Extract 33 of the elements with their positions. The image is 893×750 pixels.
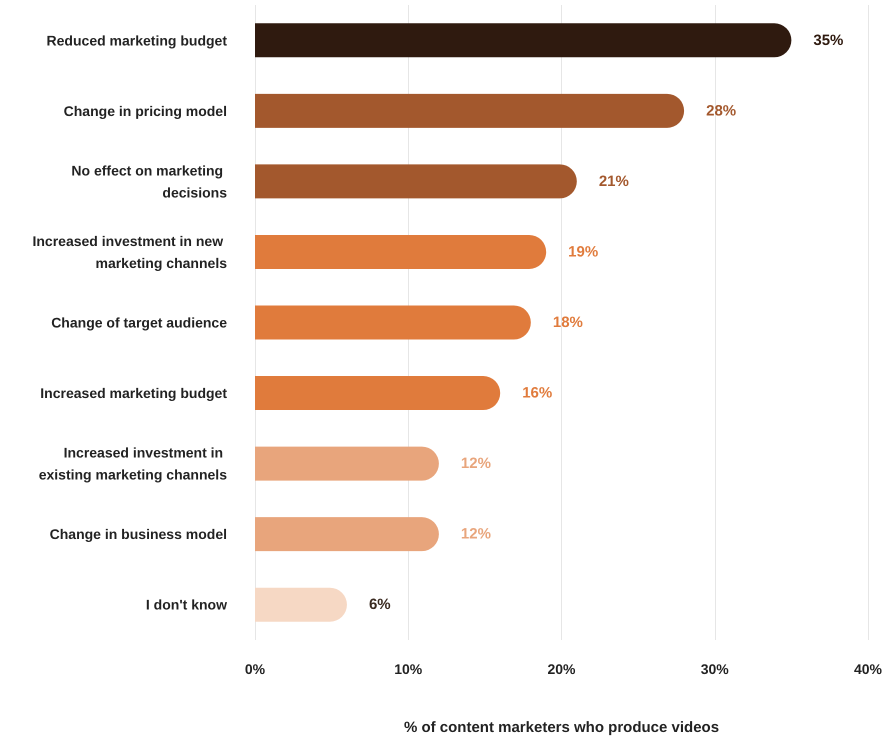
bar — [255, 376, 500, 410]
x-tick-label: 40% — [854, 661, 883, 677]
y-tick-label: Reduced marketing budget — [46, 32, 228, 48]
y-tick-label: Increased marketing budget — [40, 385, 228, 402]
bar — [255, 234, 546, 269]
x-tick-label: 10% — [394, 661, 423, 677]
y-tick-label: No effect on marketing decisions — [71, 162, 228, 200]
x-axis-title: % of content marketers who produce videos — [404, 719, 720, 736]
y-tick-label: I don't know — [146, 596, 228, 613]
data-label: 21% — [598, 172, 629, 190]
y-tick-label: Increased investment in new marketing channels — [32, 232, 228, 271]
y-tick-label: Change of target audience — [51, 314, 228, 330]
data-label: 16% — [522, 384, 552, 402]
x-tick-label: 20% — [547, 661, 576, 677]
bar — [255, 306, 531, 340]
y-tick-label: Change in pricing model — [64, 102, 227, 119]
y-tick-label: Increased investment in existing marketing channels — [38, 444, 228, 483]
bar — [255, 588, 347, 622]
bar — [255, 446, 439, 481]
data-label: 35% — [813, 32, 844, 49]
bar — [255, 94, 684, 128]
bar — [255, 164, 577, 198]
data-label: 28% — [706, 102, 736, 120]
data-label: 19% — [568, 243, 598, 260]
bar — [255, 517, 439, 552]
data-label: 12% — [460, 526, 491, 543]
y-tick-label: Change in business model — [50, 526, 227, 542]
x-tick-label: 0% — [244, 661, 266, 677]
bar — [255, 23, 792, 58]
data-label: 18% — [552, 314, 583, 331]
data-label: 6% — [368, 596, 391, 614]
data-label: 12% — [460, 455, 491, 472]
x-tick-label: 30% — [700, 661, 730, 677]
